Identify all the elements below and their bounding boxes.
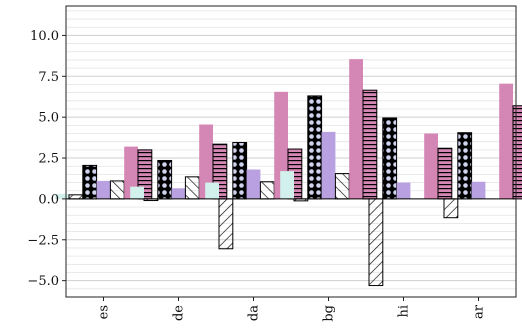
x-tick-label: bg <box>322 305 337 322</box>
x-tick-label: da <box>247 305 262 321</box>
bar-hi-series-2 <box>382 117 398 200</box>
y-tick-label: 10.0 <box>30 29 59 44</box>
bar-group <box>55 59 522 287</box>
bar-de-series-3 <box>171 188 186 199</box>
bar-hi-series-3 <box>396 182 411 199</box>
bar-de-series-5 <box>199 124 213 199</box>
bar-bg-series-3 <box>321 131 336 199</box>
bar-bg-series-0 <box>280 171 294 199</box>
bar-es-series-5 <box>124 146 138 199</box>
y-tick-label: 7.5 <box>38 70 59 85</box>
bar-hi-series-6 <box>437 147 453 200</box>
bar-es-series-0 <box>55 194 69 199</box>
bar-ar-series-5 <box>499 83 513 199</box>
bar-bg-series-5 <box>349 59 363 199</box>
bar-da-series-3 <box>246 169 261 199</box>
bar-ar-series-6 <box>512 105 522 200</box>
bar-da-series-2 <box>232 142 248 200</box>
bar-ar-series-3 <box>471 181 486 199</box>
bar-bg-series-2 <box>307 95 323 200</box>
bar-bg-series-6 <box>362 89 378 200</box>
x-tick-label: de <box>172 305 187 321</box>
x-tick-label: ar <box>472 304 487 319</box>
bar-bg-series-4 <box>334 173 350 200</box>
bar-de-series-2 <box>157 159 173 200</box>
y-tick-label: 2.5 <box>38 152 59 167</box>
y-tick-label: 5.0 <box>38 111 59 126</box>
y-axis-ticks: −5.0 −2.5 0.0 2.5 5.0 7.5 10.0 <box>27 29 66 289</box>
bar-es-series-2 <box>82 164 98 200</box>
bar-da-series-4 <box>259 181 275 200</box>
bar-ar-series-1 <box>443 198 459 219</box>
y-tick-label: 0.0 <box>38 192 59 207</box>
plot-frame <box>65 5 517 298</box>
y-tick-label: −2.5 <box>27 233 59 248</box>
bar-hi-series-5 <box>424 133 438 199</box>
bar-da-series-0 <box>205 182 219 199</box>
x-tick-label: hi <box>397 305 412 318</box>
bar-da-series-1 <box>218 198 234 250</box>
x-axis-ticks: es de da bg hi ar <box>97 297 487 322</box>
bar-hi-series-1 <box>368 198 384 287</box>
x-tick-label: es <box>97 305 112 319</box>
bar-de-series-4 <box>184 176 200 200</box>
y-tick-label: −5.0 <box>27 274 59 289</box>
bar-es-series-1 <box>68 194 84 200</box>
bar-es-series-4 <box>109 180 125 200</box>
axes <box>65 5 517 298</box>
bar-de-series-0 <box>130 186 144 199</box>
bar-ar-series-2 <box>457 132 473 200</box>
bar-es-series-3 <box>96 180 111 199</box>
